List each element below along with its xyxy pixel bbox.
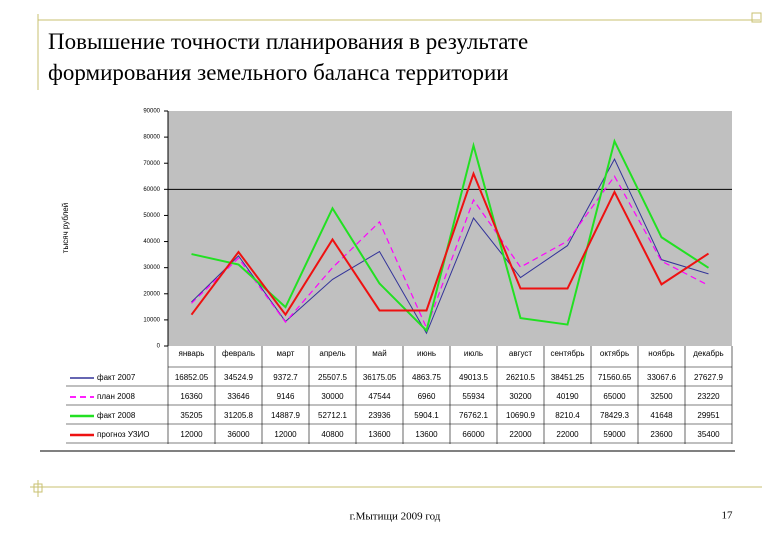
table-value: 25507.5: [318, 373, 347, 382]
table-value: 10690.9: [506, 411, 535, 420]
table-value: 6960: [418, 392, 436, 401]
table-value: 31205.8: [224, 411, 253, 420]
y-tick-label: 10000: [143, 317, 160, 323]
x-tick-label: июль: [464, 349, 483, 358]
table-value: 33067.6: [647, 373, 676, 382]
table-value: 49013.5: [459, 373, 488, 382]
table-value: 36175.05: [363, 373, 397, 382]
x-tick-label: март: [277, 349, 295, 358]
table-value: 9146: [277, 392, 295, 401]
legend-label: план 2008: [97, 392, 135, 401]
series-line: [190, 170, 710, 317]
series-line: [191, 175, 709, 330]
table-value: 35400: [697, 430, 720, 439]
legend-label: факт 2007: [97, 373, 136, 382]
footer: г.Мытищи 2009 год: [350, 511, 441, 523]
table-value: 41648: [650, 411, 673, 420]
x-tick-label: январь: [179, 349, 205, 358]
table-value: 22000: [556, 430, 579, 439]
table-value: 71560.65: [598, 373, 632, 382]
page-number: 17: [722, 510, 734, 522]
table-value: 14887.9: [271, 411, 300, 420]
table-value: 8210.4: [555, 411, 580, 420]
table-value: 55934: [462, 392, 485, 401]
table-value: 30000: [321, 392, 344, 401]
decoration: [30, 12, 762, 497]
y-tick-label: 0: [157, 344, 161, 350]
slide-title: Повышение точности планирования в резуль…: [48, 29, 529, 85]
table-value: 29951: [697, 411, 720, 420]
table-value: 32500: [650, 392, 673, 401]
table-value: 66000: [462, 430, 485, 439]
y-tick-label: 30000: [143, 265, 160, 271]
table-value: 59000: [603, 430, 626, 439]
x-tick-label: август: [509, 349, 533, 358]
x-tick-label: апрель: [319, 349, 345, 358]
table-value: 27627.9: [694, 373, 723, 382]
x-tick-label: декабрь: [693, 349, 723, 358]
y-tick-label: 50000: [143, 213, 160, 219]
table-value: 52712.1: [318, 411, 347, 420]
table-value: 5904.1: [414, 411, 439, 420]
table-value: 9372.7: [273, 373, 298, 382]
table-value: 23600: [650, 430, 673, 439]
table-value: 23936: [368, 411, 391, 420]
table-value: 26210.5: [506, 373, 535, 382]
table-value: 12000: [180, 430, 203, 439]
y-tick-label: 40000: [143, 239, 160, 245]
table-value: 4863.75: [412, 373, 441, 382]
table-value: 36000: [227, 430, 250, 439]
y-tick-label: 80000: [143, 135, 160, 141]
table-value: 34524.9: [224, 373, 253, 382]
table-value: 23220: [697, 392, 720, 401]
legend-label: прогноз УЗИО: [97, 430, 150, 439]
table-value: 12000: [274, 430, 297, 439]
y-axis-label: тысяч рублей: [61, 203, 70, 253]
x-tick-label: февраль: [222, 349, 255, 358]
y-tick-label: 60000: [143, 187, 160, 193]
table-value: 22000: [509, 430, 532, 439]
x-tick-label: май: [372, 349, 386, 358]
table-value: 47544: [368, 392, 391, 401]
table-value: 13600: [415, 430, 438, 439]
y-tick-label: 20000: [143, 291, 160, 297]
table-value: 16360: [180, 392, 203, 401]
table-value: 40800: [321, 430, 344, 439]
table-value: 35205: [180, 411, 203, 420]
x-tick-label: октябрь: [600, 349, 629, 358]
y-tick-label: 70000: [143, 161, 160, 167]
x-tick-label: июнь: [417, 349, 436, 358]
table-value: 13600: [368, 430, 391, 439]
x-tick-label: сентябрь: [550, 349, 584, 358]
table-value: 78429.3: [600, 411, 629, 420]
legend-label: факт 2008: [97, 411, 136, 420]
plot-area: [168, 111, 732, 346]
y-tick-label: 90000: [143, 109, 160, 115]
table-value: 33646: [227, 392, 250, 401]
table-value: 16852.05: [175, 373, 209, 382]
table-value: 65000: [603, 392, 626, 401]
x-tick-label: ноябрь: [648, 349, 674, 358]
table-value: 38451.25: [551, 373, 585, 382]
series-line: [191, 138, 710, 333]
table-value: 40190: [556, 392, 579, 401]
table-value: 30200: [509, 392, 532, 401]
table-value: 76762.1: [459, 411, 488, 420]
